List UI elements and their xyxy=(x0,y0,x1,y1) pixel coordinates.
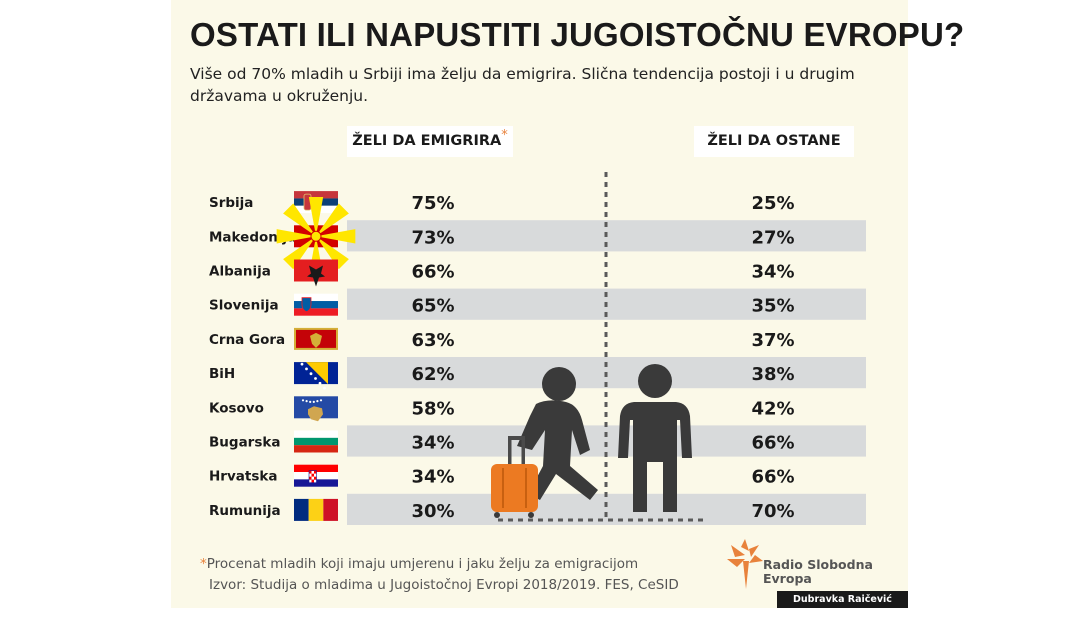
table-row: Kosovo 58% 42% xyxy=(209,396,795,422)
logo-text: Radio Slobodna Evropa xyxy=(763,558,873,586)
bih-flag-icon xyxy=(294,362,338,390)
stay-value: 27% xyxy=(751,227,794,248)
croatia-flag-icon xyxy=(294,464,338,487)
kosovo-flag-icon xyxy=(294,396,338,422)
row-stripe xyxy=(347,425,866,457)
emigrate-value: 73% xyxy=(411,227,454,248)
author-credit: Dubravka Raičević (RFE/RL) xyxy=(777,591,908,622)
emigrate-value: 75% xyxy=(411,193,454,214)
footnote-marker: * xyxy=(200,556,207,572)
footnote-text: Procenat mladih koji imaju umjerenu i ja… xyxy=(206,556,639,572)
column-header-emigrate-label: ŽELI DA EMIGRIRA xyxy=(352,133,502,149)
emigrate-value: 58% xyxy=(411,398,454,419)
emigrate-value: 30% xyxy=(411,501,454,522)
infographic-subtitle: Više od 70% mladih u Srbiji ima želju da… xyxy=(190,65,855,105)
emigrate-value: 66% xyxy=(411,262,454,283)
asterisk-marker: * xyxy=(501,128,508,143)
emigrate-value: 34% xyxy=(411,433,454,454)
rfe-logo-icon xyxy=(727,539,763,589)
country-label: Crna Gora xyxy=(209,332,285,348)
stay-value: 25% xyxy=(751,193,794,214)
country-label: Albanija xyxy=(209,264,271,280)
logo-line-2: Evropa xyxy=(763,571,812,586)
stay-value: 34% xyxy=(751,262,794,283)
stay-value: 66% xyxy=(751,467,794,488)
country-label: Makedonija xyxy=(209,229,296,245)
stay-value: 37% xyxy=(751,330,794,351)
table-row: Bugarska 34% 66% xyxy=(209,430,795,454)
table-row: BiH 62% 38% xyxy=(209,362,795,390)
romania-flag-icon xyxy=(294,498,338,521)
slovenia-flag-icon xyxy=(294,293,338,316)
emigrate-value: 65% xyxy=(411,296,454,317)
infographic-title: OSTATI ILI NAPUSTITI JUGOISTOČNU EVROPU? xyxy=(190,16,965,53)
bulgaria-flag-icon xyxy=(294,430,338,453)
column-header-emigrate: ŽELI DA EMIGRIRA* xyxy=(347,126,513,157)
table-row: Rumunija 30% 70% xyxy=(209,498,795,522)
country-label: Rumunija xyxy=(209,503,281,519)
footnote: *Procenat mladih koji imaju umjerenu i j… xyxy=(200,556,638,572)
country-label: BiH xyxy=(209,366,235,382)
walking-person-icon xyxy=(517,367,598,500)
country-label: Kosovo xyxy=(209,400,264,416)
emigrate-value: 62% xyxy=(411,364,454,385)
survey-table-chart: Srbija 75% 25% Makedonija 73% 27% Albanija 66% 3… xyxy=(209,172,866,525)
stay-value: 38% xyxy=(751,364,794,385)
logo-line-1: Radio Slobodna xyxy=(763,557,873,572)
montenegro-flag-icon xyxy=(294,327,338,350)
country-label: Slovenija xyxy=(209,298,279,314)
column-header-stay-label: ŽELI DA OSTANE xyxy=(707,133,841,149)
stay-value: 66% xyxy=(751,433,794,454)
country-label: Hrvatska xyxy=(209,469,277,485)
table-row: Crna Gora 63% 37% xyxy=(209,327,795,351)
table-row: Hrvatska 34% 66% xyxy=(209,464,795,488)
country-label: Srbija xyxy=(209,195,253,211)
table-row: Slovenija 65% 35% xyxy=(209,293,795,317)
stay-value: 42% xyxy=(751,398,794,419)
suitcase-icon xyxy=(491,436,538,518)
table-row: Albanija 66% 34% xyxy=(209,259,795,287)
country-label: Bugarska xyxy=(209,435,280,451)
row-stripe xyxy=(347,493,866,525)
source-note: Izvor: Studija o mladima u Jugoistočnoj … xyxy=(209,577,679,593)
table-rows: Srbija 75% 25% Makedonija 73% 27% Albanija 66% 3… xyxy=(209,191,795,522)
albania-flag-icon xyxy=(294,259,338,287)
stay-value: 70% xyxy=(751,501,794,522)
emigrate-value: 63% xyxy=(411,330,454,351)
emigrate-value: 34% xyxy=(411,467,454,488)
stay-value: 35% xyxy=(751,296,794,317)
standing-person-icon xyxy=(618,364,692,512)
column-header-stay: ŽELI DA OSTANE xyxy=(694,126,854,157)
